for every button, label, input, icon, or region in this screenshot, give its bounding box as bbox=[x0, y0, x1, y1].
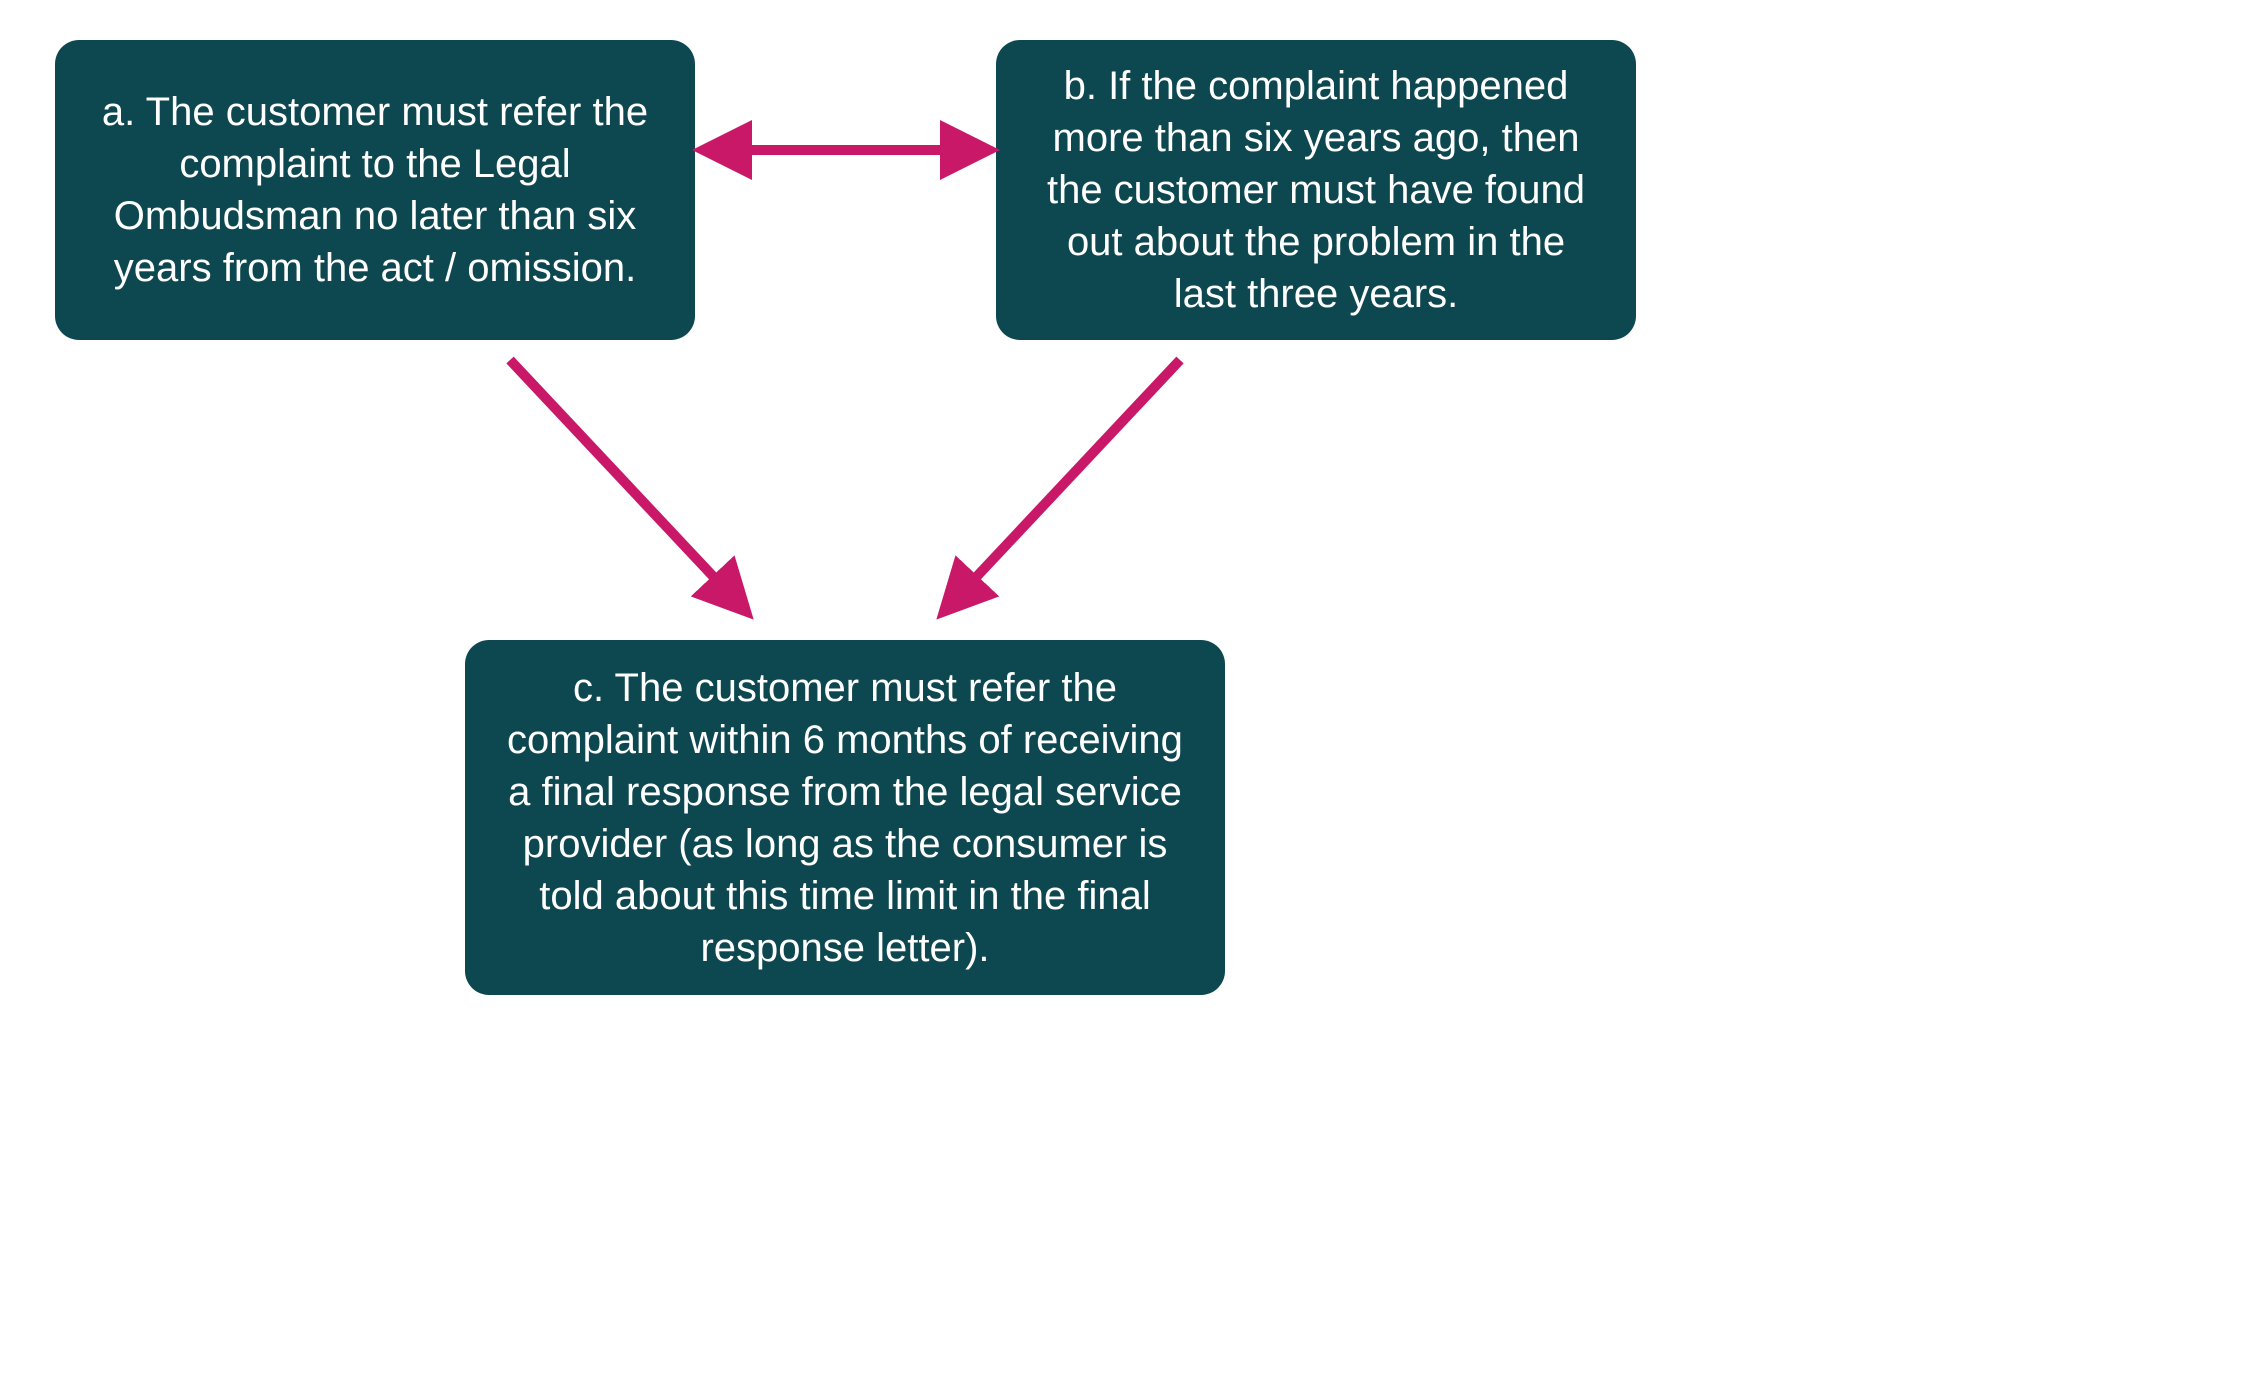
flowchart-node-a: a. The customer must refer the complaint… bbox=[55, 40, 695, 340]
arrow-a-to-c bbox=[450, 300, 800, 665]
node-a-label: a. The customer must refer the complaint… bbox=[91, 86, 659, 294]
node-b-label: b. If the complaint happened more than s… bbox=[1032, 60, 1600, 320]
arrow-a-to-b-bidirectional bbox=[652, 90, 1040, 210]
arrow-b-to-c bbox=[890, 300, 1240, 665]
flowchart-node-c: c. The customer must refer the complaint… bbox=[465, 640, 1225, 995]
flowchart-node-b: b. If the complaint happened more than s… bbox=[996, 40, 1636, 340]
node-c-label: c. The customer must refer the complaint… bbox=[501, 662, 1189, 974]
